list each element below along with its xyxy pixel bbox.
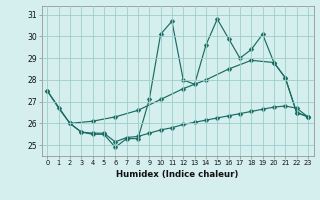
X-axis label: Humidex (Indice chaleur): Humidex (Indice chaleur) [116,170,239,179]
